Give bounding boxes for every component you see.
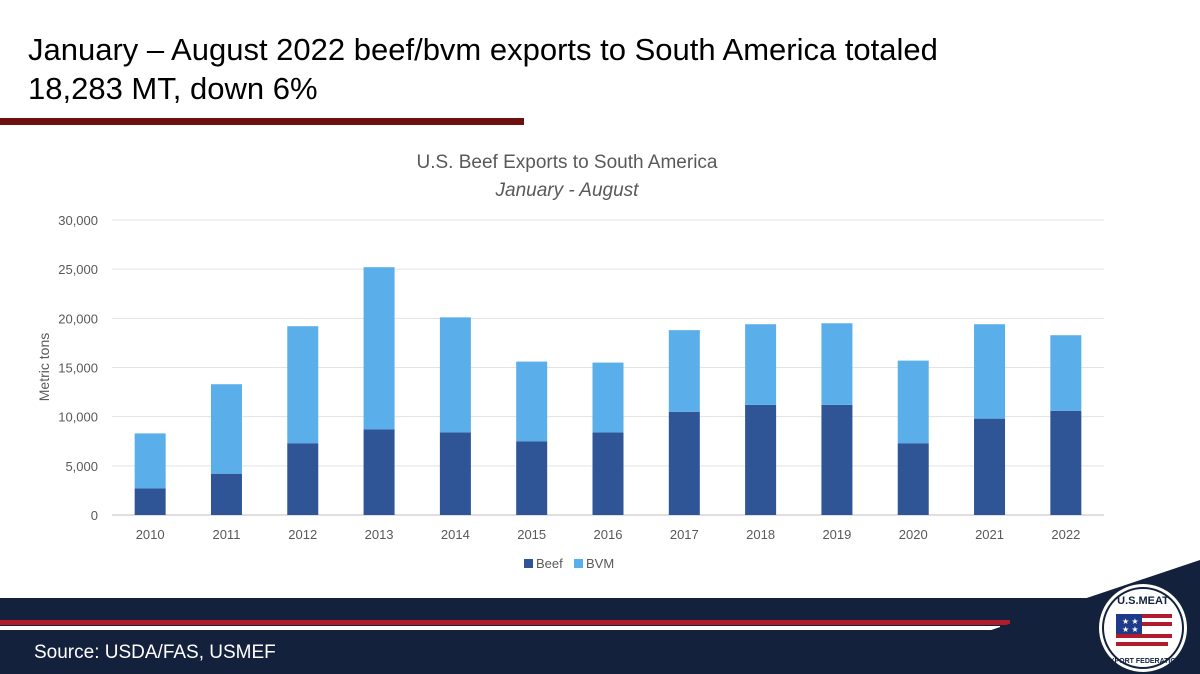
bar-bvm-2012 xyxy=(287,326,319,444)
bar-beef-2022 xyxy=(1050,410,1082,515)
bar-bvm-2010 xyxy=(134,433,166,489)
logo-text-bottom: EXPORT FEDERATION xyxy=(1105,658,1181,665)
bar-bvm-2018 xyxy=(745,324,777,405)
bar-bvm-2020 xyxy=(897,360,929,444)
x-tick-label: 2015 xyxy=(517,527,546,542)
bar-beef-2014 xyxy=(439,432,471,515)
bar-beef-2012 xyxy=(287,443,319,515)
y-axis-label: Metric tons xyxy=(36,333,52,401)
y-tick-label: 5,000 xyxy=(65,459,98,474)
bar-beef-2016 xyxy=(592,432,624,515)
x-tick-label: 2016 xyxy=(594,527,623,542)
svg-text:★ ★: ★ ★ xyxy=(1122,625,1139,634)
x-tick-label: 2010 xyxy=(136,527,165,542)
x-tick-label: 2019 xyxy=(822,527,851,542)
bar-beef-2013 xyxy=(363,429,395,515)
bar-beef-2021 xyxy=(974,418,1006,515)
bar-beef-2011 xyxy=(210,473,242,515)
bar-beef-2015 xyxy=(516,441,548,515)
chart-title: U.S. Beef Exports to South America xyxy=(417,152,718,173)
logo-text-top: U.S.MEAT xyxy=(1117,595,1169,607)
bar-bvm-2011 xyxy=(210,384,242,474)
x-tick-label: 2021 xyxy=(975,527,1004,542)
y-tick-label: 15,000 xyxy=(58,361,98,376)
bar-beef-2020 xyxy=(897,443,929,515)
x-tick-label: 2017 xyxy=(670,527,699,542)
y-tick-label: 10,000 xyxy=(58,410,98,425)
legend-label-bvm: BVM xyxy=(586,556,614,571)
legend-swatch-bvm xyxy=(574,559,583,568)
stacked-bar-chart: U.S. Beef Exports to South America Janua… xyxy=(36,152,1104,571)
x-tick-label: 2014 xyxy=(441,527,470,542)
bar-bvm-2015 xyxy=(516,361,548,442)
bar-beef-2019 xyxy=(821,404,853,515)
bar-bvm-2016 xyxy=(592,362,624,433)
y-tick-label: 25,000 xyxy=(58,262,98,277)
bar-bvm-2014 xyxy=(439,317,471,433)
footer-white-stripe xyxy=(0,626,1000,630)
legend-label-beef: Beef xyxy=(536,556,563,571)
x-tick-label: 2022 xyxy=(1051,527,1080,542)
title-rule xyxy=(0,118,524,125)
y-tick-label: 0 xyxy=(91,508,98,523)
bar-beef-2010 xyxy=(134,488,166,515)
usmef-logo: ★ ★ ★ ★ U.S.MEAT EXPORT FEDERATION xyxy=(1099,584,1187,672)
bar-beef-2017 xyxy=(668,411,700,515)
bar-bvm-2017 xyxy=(668,330,700,412)
chart-subtitle: January - August xyxy=(495,180,640,201)
x-tick-label: 2013 xyxy=(365,527,394,542)
source-note: Source: USDA/FAS, USMEF xyxy=(34,642,276,663)
y-tick-label: 20,000 xyxy=(58,311,98,326)
y-tick-label: 30,000 xyxy=(58,213,98,228)
bar-bvm-2021 xyxy=(974,324,1006,419)
legend-swatch-beef xyxy=(524,559,533,568)
footer-red-stripe xyxy=(0,620,1010,625)
bar-bvm-2022 xyxy=(1050,335,1082,411)
x-tick-label: 2011 xyxy=(212,527,240,542)
bar-bvm-2019 xyxy=(821,323,853,405)
x-tick-label: 2012 xyxy=(288,527,317,542)
slide-title: January – August 2022 beef/bvm exports t… xyxy=(28,32,938,106)
flag-canton xyxy=(1116,614,1142,634)
bar-beef-2018 xyxy=(745,404,777,515)
svg-text:★ ★: ★ ★ xyxy=(1122,617,1139,626)
bar-bvm-2013 xyxy=(363,267,395,430)
x-tick-label: 2018 xyxy=(746,527,775,542)
legend: Beef BVM xyxy=(524,556,614,571)
x-tick-label: 2020 xyxy=(899,527,928,542)
